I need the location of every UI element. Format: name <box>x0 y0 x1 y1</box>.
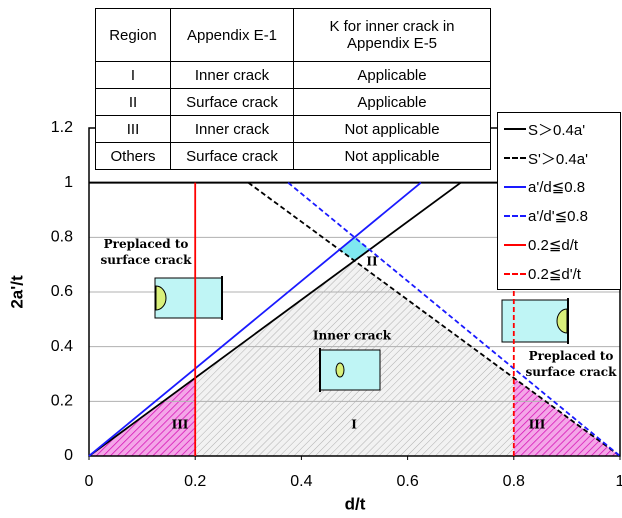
table-cell: Applicable <box>294 89 491 116</box>
legend-item: 0.2≦d'/t <box>504 262 581 286</box>
table-cell: Surface crack <box>171 143 294 170</box>
legend-label: 0.2≦d'/t <box>528 265 581 283</box>
table-cell: III <box>96 116 171 143</box>
legend-label: S'＞0.4a' <box>528 148 588 169</box>
legend-swatch <box>504 244 526 246</box>
x-tick-label: 0.6 <box>396 473 418 490</box>
x-tick-label: 0 <box>85 473 94 490</box>
y-tick-label: 1 <box>64 174 73 191</box>
x-tick-label: 0.8 <box>503 473 525 490</box>
y-tick-label: 0 <box>64 447 73 464</box>
region-label: II <box>366 255 378 269</box>
legend-label: 0.2≦d/t <box>528 236 578 254</box>
y-tick-label: 0.8 <box>51 229 73 246</box>
chart-page: 0 0.2 0.4 0.6 0.8 1 1.2 0 0.2 0.4 0.6 0.8 1 Inner cr… <box>0 0 622 518</box>
annotation: Preplaced to surface crack <box>86 236 206 268</box>
legend: S＞0.4a' S'＞0.4a' a'/d≦0.8 a'/d'≦0.8 0.2≦d/t 0… <box>497 112 621 290</box>
table-cell: Inner crack <box>171 116 294 143</box>
legend-swatch <box>504 186 526 188</box>
x-tick-label: 1 <box>616 473 622 490</box>
legend-label: a'/d≦0.8 <box>528 178 585 196</box>
legend-item: S＞0.4a' <box>504 117 585 141</box>
legend-label: a'/d'≦0.8 <box>528 207 588 225</box>
legend-swatch <box>504 273 526 275</box>
x-axis-label: d/t <box>345 494 366 513</box>
table-cell: I <box>96 62 171 89</box>
region-label: III <box>529 418 546 432</box>
region-label: I <box>351 418 357 432</box>
table-header: Appendix E-1 <box>171 9 294 62</box>
table-cell: Not applicable <box>294 143 491 170</box>
table-header: Region <box>96 9 171 62</box>
table-cell: Others <box>96 143 171 170</box>
legend-swatch <box>504 215 526 217</box>
legend-label: S＞0.4a' <box>528 119 585 140</box>
legend-item: S'＞0.4a' <box>504 146 588 170</box>
x-tick-label: 0.4 <box>290 473 312 490</box>
y-axis-label: 2a'/t <box>7 275 26 309</box>
table-cell: Applicable <box>294 62 491 89</box>
x-tick-label: 0.2 <box>184 473 206 490</box>
legend-item: 0.2≦d/t <box>504 233 578 257</box>
table-cell: Surface crack <box>171 89 294 116</box>
legend-swatch <box>504 157 526 159</box>
table-cell: II <box>96 89 171 116</box>
y-tick-label: 0.2 <box>51 393 73 410</box>
table-cell: Not applicable <box>294 116 491 143</box>
region-ii <box>340 237 369 260</box>
y-tick-label: 1.2 <box>51 119 73 136</box>
legend-item: a'/d'≦0.8 <box>504 204 588 228</box>
table-cell: Inner crack <box>171 62 294 89</box>
y-tick-label: 0.4 <box>51 338 73 355</box>
legend-swatch <box>504 128 526 130</box>
region-table: Region Appendix E-1 K for inner crack in… <box>95 8 491 170</box>
table-header: K for inner crack in Appendix E-5 <box>294 9 491 62</box>
y-tick-label: 0.6 <box>51 283 73 300</box>
region-label: Inner crack <box>313 329 392 343</box>
region-label: III <box>172 418 189 432</box>
legend-item: a'/d≦0.8 <box>504 175 585 199</box>
annotation: Preplaced to surface crack <box>511 348 622 380</box>
